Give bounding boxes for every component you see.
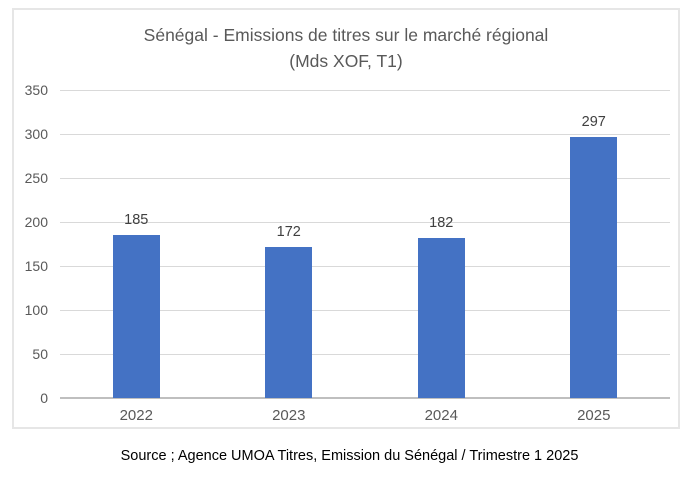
x-tick-2023: 2023 [272, 407, 306, 424]
gridline-200 [60, 222, 670, 223]
value-label-2025: 297 [581, 113, 606, 130]
bar-2024 [417, 237, 465, 398]
bar-2025 [570, 136, 618, 398]
bar-2023 [265, 246, 313, 398]
gridline-50 [60, 354, 670, 355]
y-tick-200: 200 [24, 214, 48, 230]
value-label-2023: 172 [276, 223, 301, 240]
x-tick-2022: 2022 [119, 407, 153, 424]
chart-title-line1: Sénégal - Emissions de titres sur le mar… [143, 25, 549, 45]
plot-area: 0 50 100 150 200 250 300 350 185 2022 172 2023 182 20… [14, 10, 678, 427]
y-tick-350: 350 [24, 82, 48, 98]
gridline-100 [60, 310, 670, 311]
gridline-150 [60, 266, 670, 267]
y-tick-300: 300 [24, 126, 48, 142]
gridline-250 [60, 178, 670, 179]
gridline-350 [60, 90, 670, 91]
y-tick-50: 50 [32, 346, 48, 362]
bar-2022 [112, 235, 160, 398]
x-tick-2025: 2025 [577, 407, 611, 424]
chart-title: Sénégal - Emissions de titres sur le mar… [14, 22, 678, 74]
chart-title-line2: (Mds XOF, T1) [289, 51, 403, 71]
gridline-300 [60, 134, 670, 135]
x-axis-line [60, 397, 670, 399]
value-label-2024: 182 [429, 214, 454, 231]
y-tick-0: 0 [40, 390, 48, 406]
y-tick-250: 250 [24, 170, 48, 186]
value-label-2022: 185 [124, 212, 149, 229]
y-tick-100: 100 [24, 302, 48, 318]
chart-frame: Sénégal - Emissions de titres sur le mar… [12, 8, 680, 429]
x-tick-2024: 2024 [424, 407, 458, 424]
y-tick-150: 150 [24, 258, 48, 274]
source-caption: Source ; Agence UMOA Titres, Emission du… [120, 448, 579, 464]
